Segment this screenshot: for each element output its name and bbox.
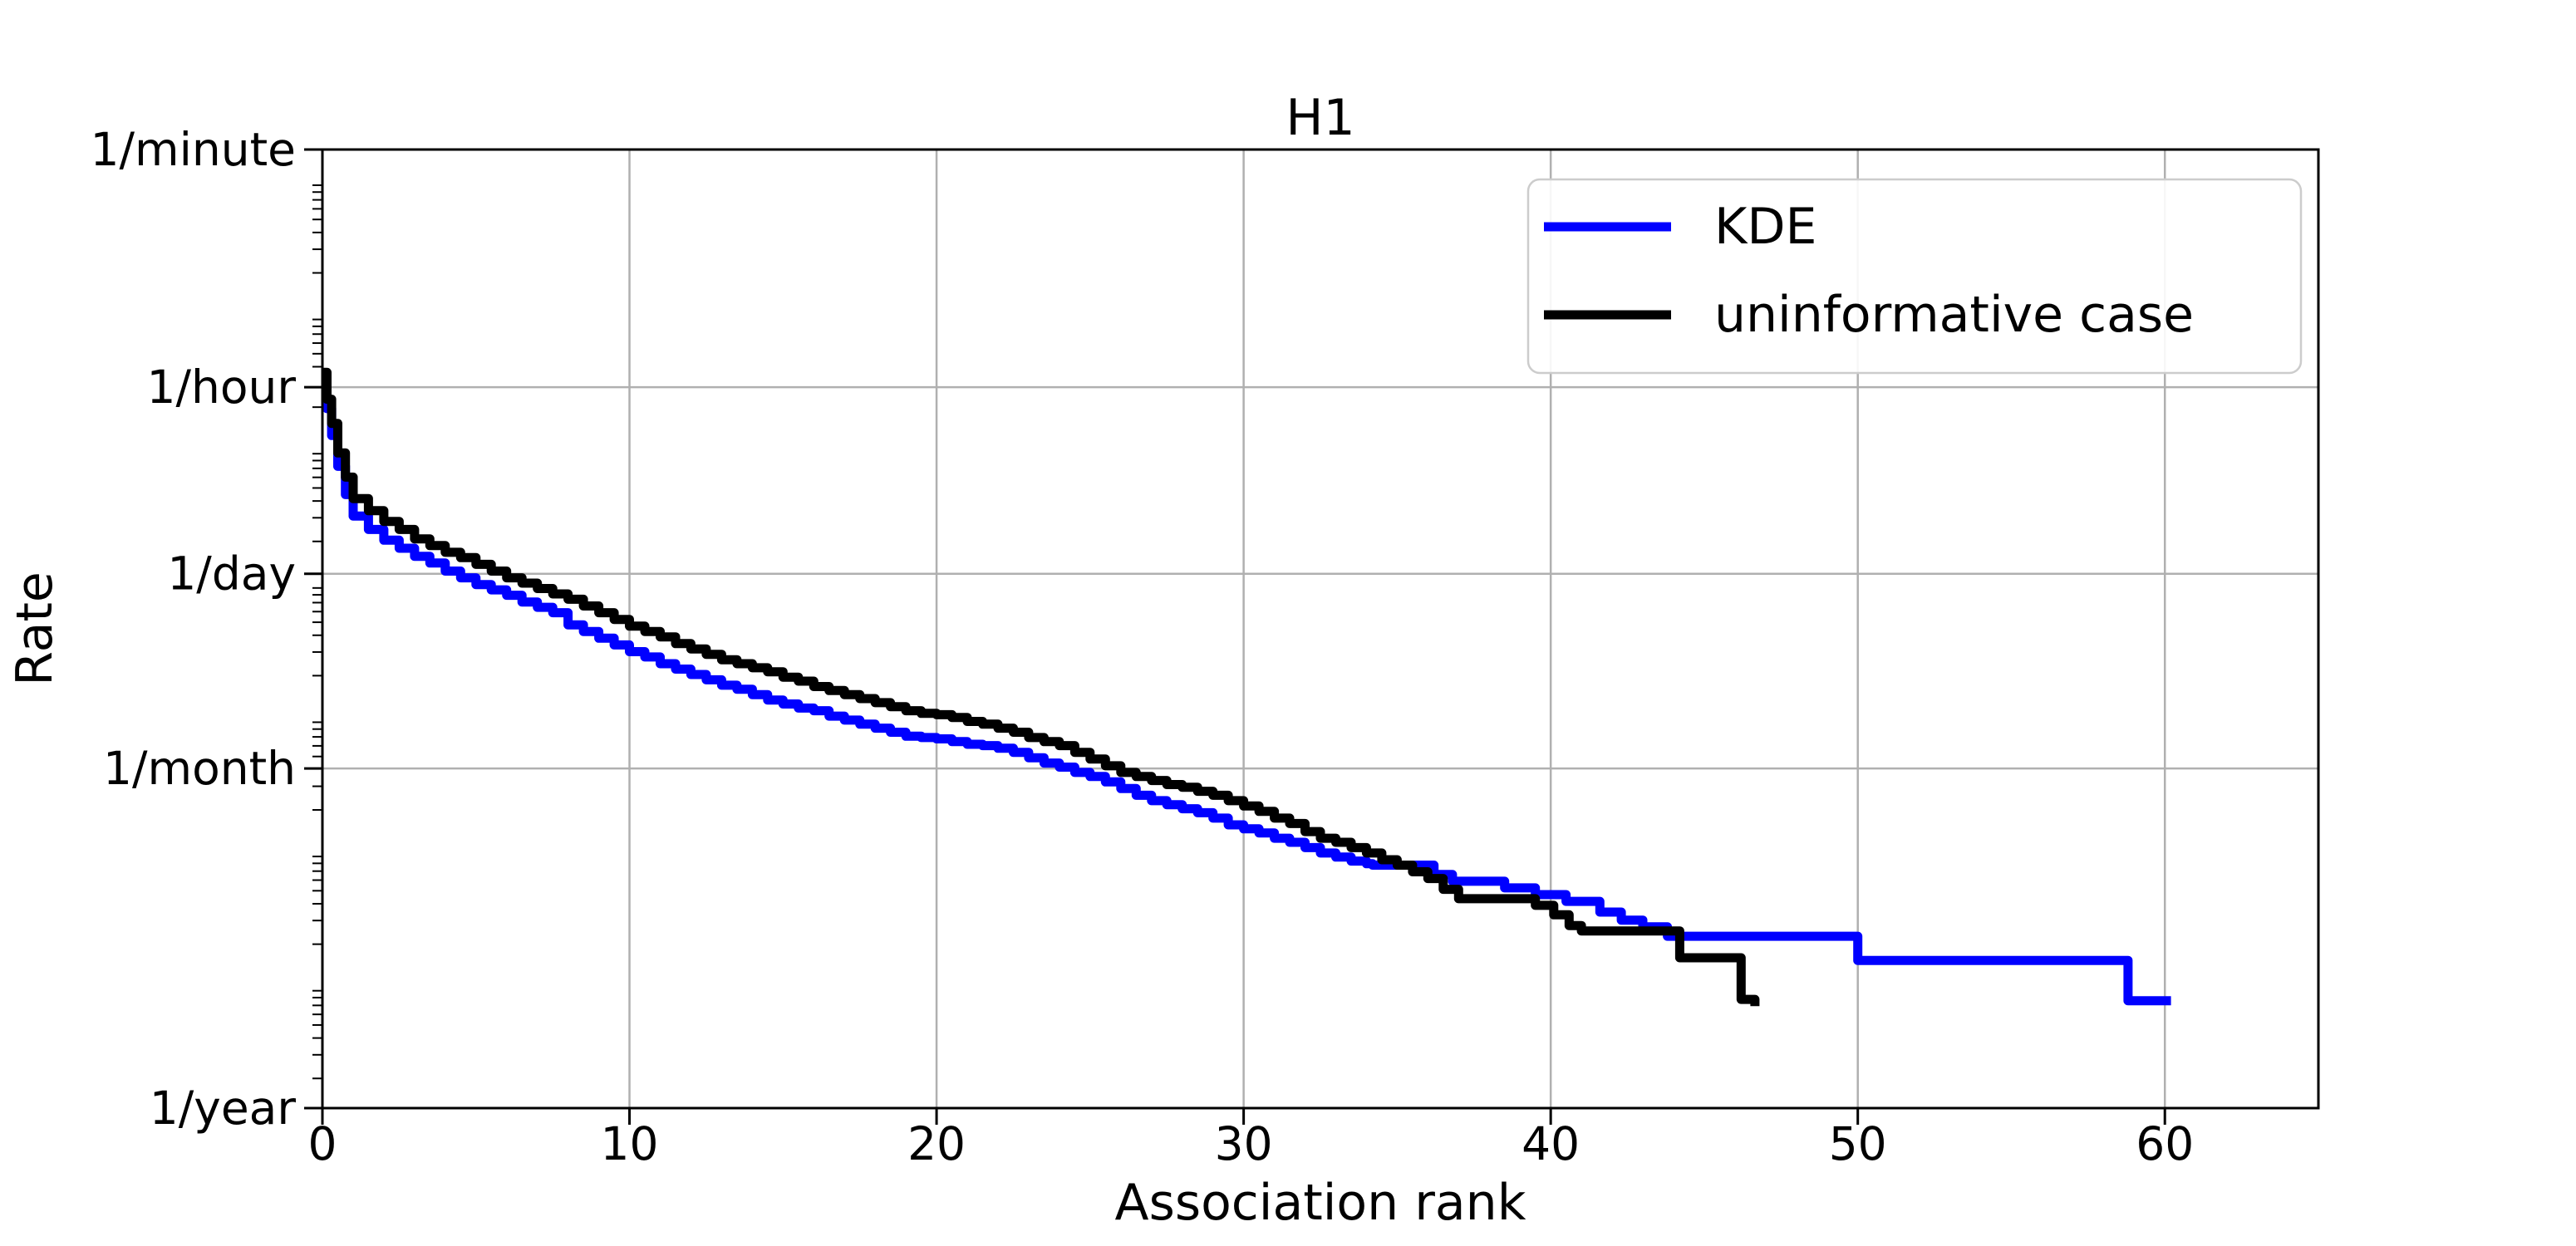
series-line-kde bbox=[322, 373, 2171, 1006]
y-tick-label: 1/year bbox=[150, 1082, 297, 1135]
y-tick-label: 1/minute bbox=[91, 123, 297, 176]
y-tick-label: 1/month bbox=[103, 742, 296, 795]
y-tick-label: 1/hour bbox=[146, 361, 296, 414]
y-axis-label: Rate bbox=[6, 571, 64, 686]
x-axis-label: Association rank bbox=[1115, 1174, 1526, 1232]
x-tick-label: 0 bbox=[308, 1117, 337, 1170]
legend-label: uninformative case bbox=[1714, 286, 2194, 344]
x-tick-label: 40 bbox=[1522, 1117, 1580, 1170]
x-tick-label: 20 bbox=[907, 1117, 966, 1170]
chart-title: H1 bbox=[1286, 89, 1354, 147]
legend-box bbox=[1526, 178, 2303, 375]
x-tick-label: 50 bbox=[1829, 1117, 1887, 1170]
y-tick-label: 1/day bbox=[167, 547, 296, 601]
x-tick-label: 30 bbox=[1215, 1117, 1273, 1170]
legend-label: KDE bbox=[1714, 198, 1816, 256]
series-line-uninformative bbox=[322, 367, 1760, 1007]
axes-frame bbox=[321, 148, 2320, 1110]
x-tick-label: 10 bbox=[601, 1117, 659, 1170]
x-tick-label: 60 bbox=[2136, 1117, 2194, 1170]
